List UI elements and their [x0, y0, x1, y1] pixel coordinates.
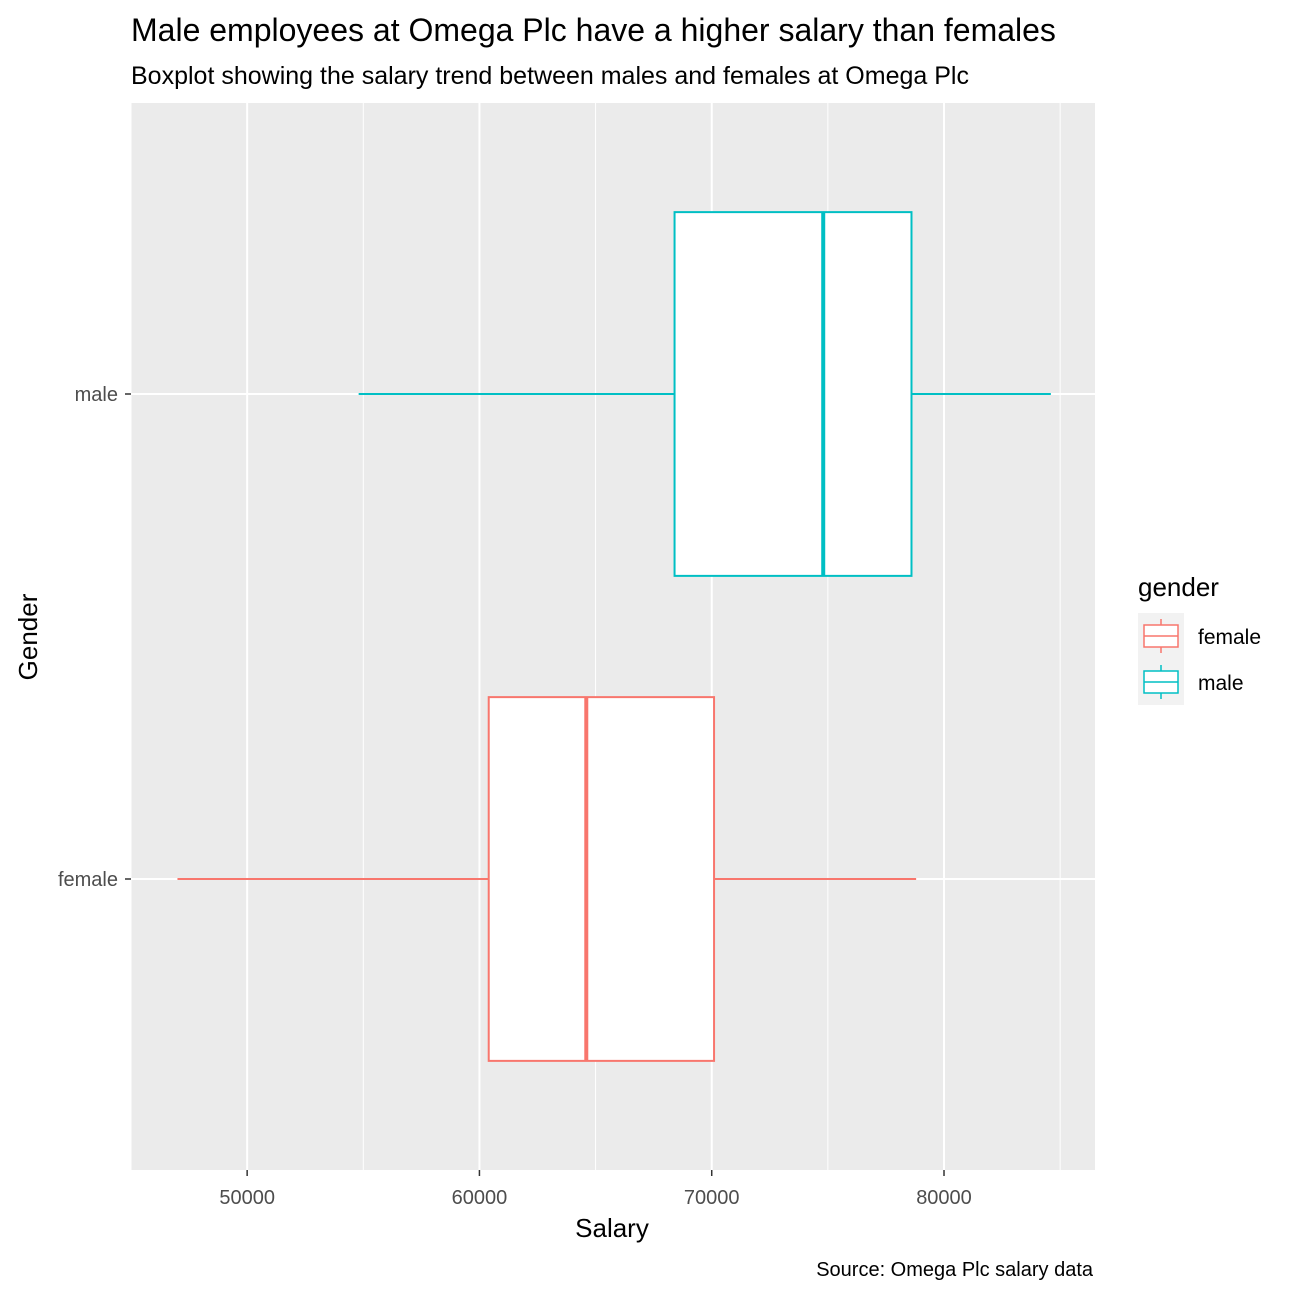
chart-title: Male employees at Omega Plc have a highe…: [131, 12, 1056, 48]
x-tick-label: 50000: [219, 1187, 275, 1209]
legend-label-male: male: [1198, 672, 1244, 695]
y-axis-title: Gender: [13, 593, 43, 680]
x-axis-ticks: 50000 60000 70000 80000: [219, 1170, 972, 1209]
box-male: [358, 211, 1051, 577]
box-series: [177, 211, 1051, 1062]
legend-label-female: female: [1198, 626, 1261, 649]
box-iqr: [487, 696, 716, 1062]
box-female: [177, 696, 917, 1062]
x-tick-label: 70000: [684, 1187, 740, 1209]
legend-key-male: [1138, 659, 1184, 705]
x-tick-label: 60000: [452, 1187, 508, 1209]
box-iqr: [673, 211, 913, 577]
legend: gender female male: [1138, 572, 1261, 705]
y-tick-label: female: [58, 869, 118, 891]
chart-subtitle: Boxplot showing the salary trend between…: [131, 62, 969, 90]
chart-caption: Source: Omega Plc salary data: [816, 1259, 1094, 1281]
legend-title: gender: [1138, 572, 1219, 602]
y-axis-ticks: female male: [58, 384, 131, 891]
y-tick-label: male: [75, 384, 118, 406]
x-tick-label: 80000: [916, 1187, 972, 1209]
legend-key-female: [1138, 613, 1184, 659]
x-axis-title: Salary: [575, 1213, 649, 1243]
